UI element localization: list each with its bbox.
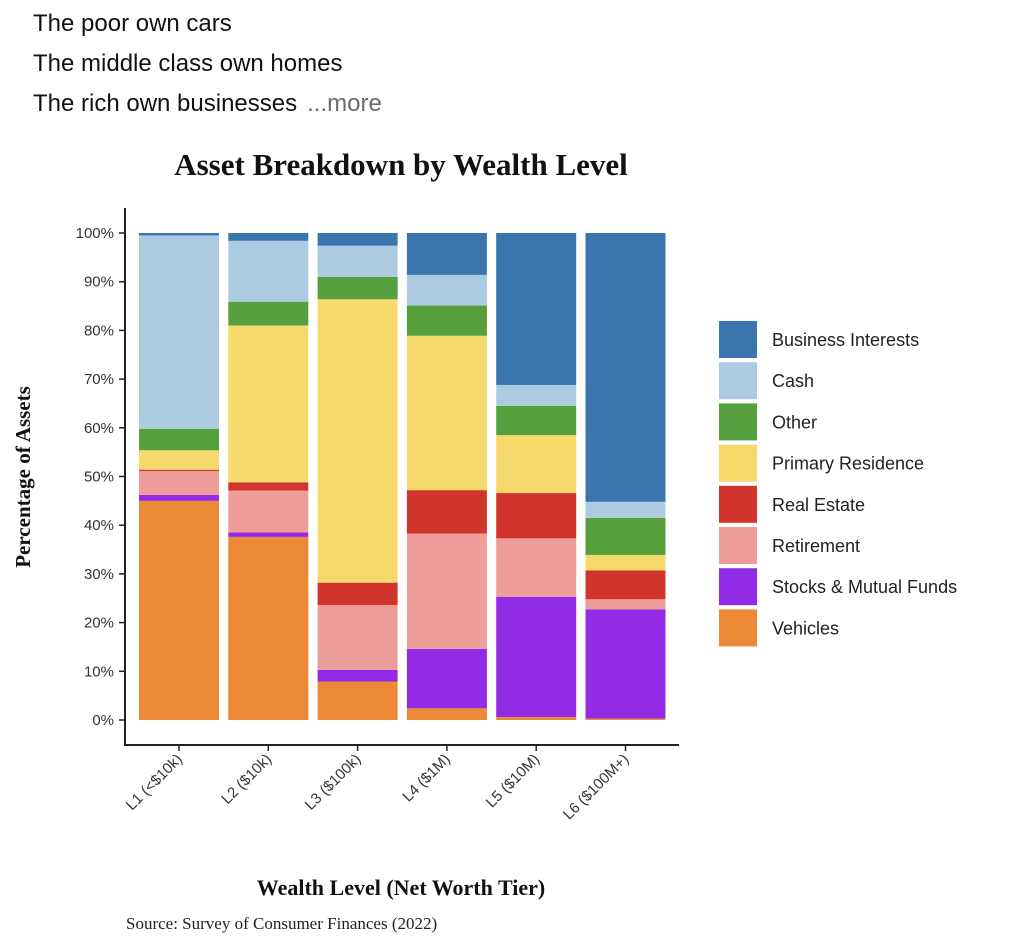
bar-segment-other [317, 276, 398, 300]
bar-segment-cash [228, 240, 309, 302]
bar-segment-other [228, 301, 309, 326]
x-tick-label: L3 ($100k) [302, 751, 365, 814]
chart-title: Asset Breakdown by Wealth Level [174, 147, 628, 182]
y-tick-label: 20% [84, 615, 114, 632]
legend-swatch [719, 403, 757, 441]
y-tick-label: 100% [76, 225, 114, 242]
bar-segment-other [496, 405, 577, 436]
bar-segment-vehicles [585, 718, 666, 720]
bar-segment-real-estate [496, 493, 577, 539]
y-tick-label: 90% [84, 274, 114, 291]
x-axis-label: Wealth Level (Net Worth Tier) [257, 875, 545, 900]
bar-segment-stocks-mutual-funds [139, 495, 219, 501]
legend-label: Cash [772, 371, 814, 391]
x-tick-label: L4 ($1M) [399, 751, 453, 805]
legend-label: Vehicles [772, 618, 839, 638]
bar-segment-business-interests [496, 233, 577, 385]
bar-segment-real-estate [585, 570, 666, 600]
bar-segment-cash [585, 501, 666, 518]
legend-swatch [719, 568, 757, 606]
bar-segment-primary-residence [228, 325, 309, 483]
legend-label: Real Estate [772, 495, 865, 515]
bar-segment-business-interests [317, 233, 398, 246]
x-tick-label: L1 (<$10k) [123, 751, 186, 814]
bar-segment-stocks-mutual-funds [406, 648, 487, 709]
y-axis-label: Percentage of Assets [11, 386, 35, 568]
bar-segment-primary-residence [139, 450, 219, 470]
legend-label: Stocks & Mutual Funds [772, 577, 957, 597]
bar-segment-retirement [585, 599, 666, 610]
bar-segment-other [139, 428, 219, 451]
bar-segment-retirement [406, 533, 487, 649]
bar-segment-retirement [228, 490, 309, 533]
bar-segment-vehicles [139, 500, 219, 720]
bar-segment-vehicles [317, 681, 398, 720]
bar-segment-vehicles [228, 536, 309, 720]
bar-segment-primary-residence [406, 335, 487, 491]
post-line: The middle class own homes [33, 50, 343, 77]
bar-segment-business-interests [406, 233, 487, 275]
bar-segment-primary-residence [496, 435, 577, 494]
source-note: Source: Survey of Consumer Finances (202… [126, 914, 437, 933]
bar-segment-stocks-mutual-funds [317, 669, 398, 682]
legend-swatch [719, 609, 757, 647]
bar-segment-retirement [139, 471, 219, 496]
bar-segment-retirement [496, 538, 577, 597]
legend-swatch [719, 485, 757, 523]
bar-segment-other [406, 305, 487, 336]
x-tick-label: L2 ($10k) [218, 751, 275, 808]
bar-segment-business-interests [585, 233, 666, 502]
bar-segment-other [585, 517, 666, 555]
post-line: The rich own businesses ...more [33, 90, 382, 117]
bar-segment-cash [406, 274, 487, 306]
legend-label: Retirement [772, 536, 860, 556]
legend-label: Primary Residence [772, 454, 924, 474]
post-line: The poor own cars [33, 10, 232, 37]
bar-segment-real-estate [317, 582, 398, 606]
legend-swatch [719, 444, 757, 482]
bar-segment-real-estate [228, 482, 309, 491]
legend-label: Other [772, 412, 817, 432]
y-tick-label: 10% [84, 663, 114, 680]
bar-segment-primary-residence [585, 554, 666, 571]
bar-segment-cash [317, 245, 398, 277]
bar-segment-real-estate [139, 469, 219, 472]
legend-swatch [719, 362, 757, 400]
y-tick-label: 50% [84, 469, 114, 486]
post-text: The poor own cars The middle class own h… [33, 4, 382, 124]
bar-segment-stocks-mutual-funds [228, 532, 309, 537]
more-link[interactable]: ...more [307, 90, 382, 117]
y-tick-label: 30% [84, 566, 114, 583]
bar-segment-primary-residence [317, 299, 398, 583]
bar-segment-stocks-mutual-funds [496, 596, 577, 718]
bar-segment-vehicles [496, 717, 577, 720]
bar-segment-real-estate [406, 490, 487, 534]
legend-swatch [719, 321, 757, 358]
bar-segment-stocks-mutual-funds [585, 609, 666, 719]
bar-segment-cash [139, 235, 219, 429]
bar-segment-cash [496, 384, 577, 406]
x-tick-label: L5 ($10M) [483, 751, 543, 811]
y-tick-label: 60% [84, 420, 114, 437]
y-tick-label: 80% [84, 322, 114, 339]
legend-label: Business Interests [772, 330, 919, 350]
y-tick-label: 40% [84, 517, 114, 534]
legend-swatch [719, 527, 757, 564]
y-tick-label: 0% [92, 712, 114, 729]
bar-segment-vehicles [406, 708, 487, 720]
bar-segment-business-interests [139, 233, 219, 236]
x-tick-label: L6 ($100M+) [560, 751, 632, 823]
y-tick-label: 70% [84, 371, 114, 388]
bar-segment-business-interests [228, 233, 309, 241]
bar-segment-retirement [317, 605, 398, 670]
